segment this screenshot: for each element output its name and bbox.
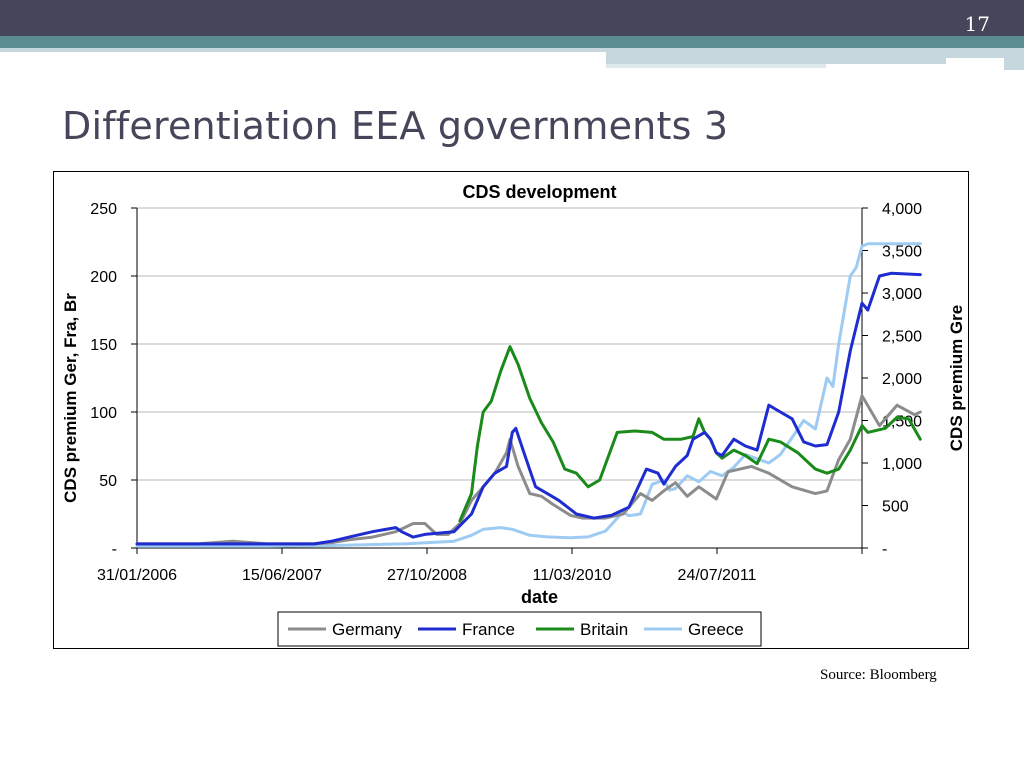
y-left-tick-label: 100: [90, 405, 117, 422]
y-left-tick-label: 200: [90, 269, 117, 286]
y-right-tick-label: -: [882, 541, 887, 558]
x-axis-label: date: [521, 587, 558, 607]
legend-label: Britain: [580, 620, 628, 639]
source-note: Source: Bloomberg: [820, 667, 937, 683]
y-left-tick-label: 250: [90, 201, 117, 218]
header-stripe: [1004, 52, 1024, 70]
header-bar: [0, 0, 1024, 36]
chart-frame: CDS development - 50 100 150 200 250 - 500 1,000 1…: [53, 171, 969, 649]
y-left-tick-label: 150: [90, 337, 117, 354]
y-left-axis-label: CDS premium Ger, Fra, Br: [61, 293, 80, 503]
y-left-tick-label: -: [112, 541, 117, 558]
y-right-tick-label: 3,000: [882, 286, 922, 303]
legend-label: Greece: [688, 620, 744, 639]
x-tick-label: 15/06/2007: [242, 567, 322, 584]
header-accent-bar: [0, 36, 1024, 48]
series-line-france: [135, 271, 922, 546]
y-left-tick-label: 50: [99, 473, 117, 490]
legend-label: Germany: [332, 620, 402, 639]
legend-label: France: [462, 620, 515, 639]
y-right-axis-label: CDS premium Gre: [947, 305, 966, 451]
y-right-tick-label: 2,500: [882, 329, 922, 346]
cds-chart: CDS development - 50 100 150 200 250 - 500 1,000 1…: [61, 182, 966, 647]
chart-title: CDS development: [462, 182, 616, 202]
slide-number: 17: [964, 12, 990, 36]
y-right-tick-label: 2,000: [882, 371, 922, 388]
series-line-britain: [458, 345, 922, 523]
x-tick-label: 27/10/2008: [387, 567, 467, 584]
x-tick-label: 24/07/2011: [678, 567, 757, 584]
y-right-tick-label: 1,000: [882, 456, 922, 473]
header-stripe: [606, 64, 826, 68]
slide-title: Differentiation EEA governments 3: [62, 104, 729, 148]
y-right-tick-label: 500: [882, 499, 909, 516]
series-line-germany: [135, 394, 922, 546]
header-stripe: [606, 58, 946, 64]
y-right-tick-label: 4,000: [882, 201, 922, 218]
x-tick-label: 11/03/2010: [533, 567, 612, 584]
series-line-greece: [135, 242, 922, 548]
header-stripe: [606, 52, 1024, 58]
header-stripe: [0, 48, 1024, 52]
x-tick-label: 31/01/2006: [97, 567, 177, 584]
y-right-tick-label: 3,500: [882, 244, 922, 261]
